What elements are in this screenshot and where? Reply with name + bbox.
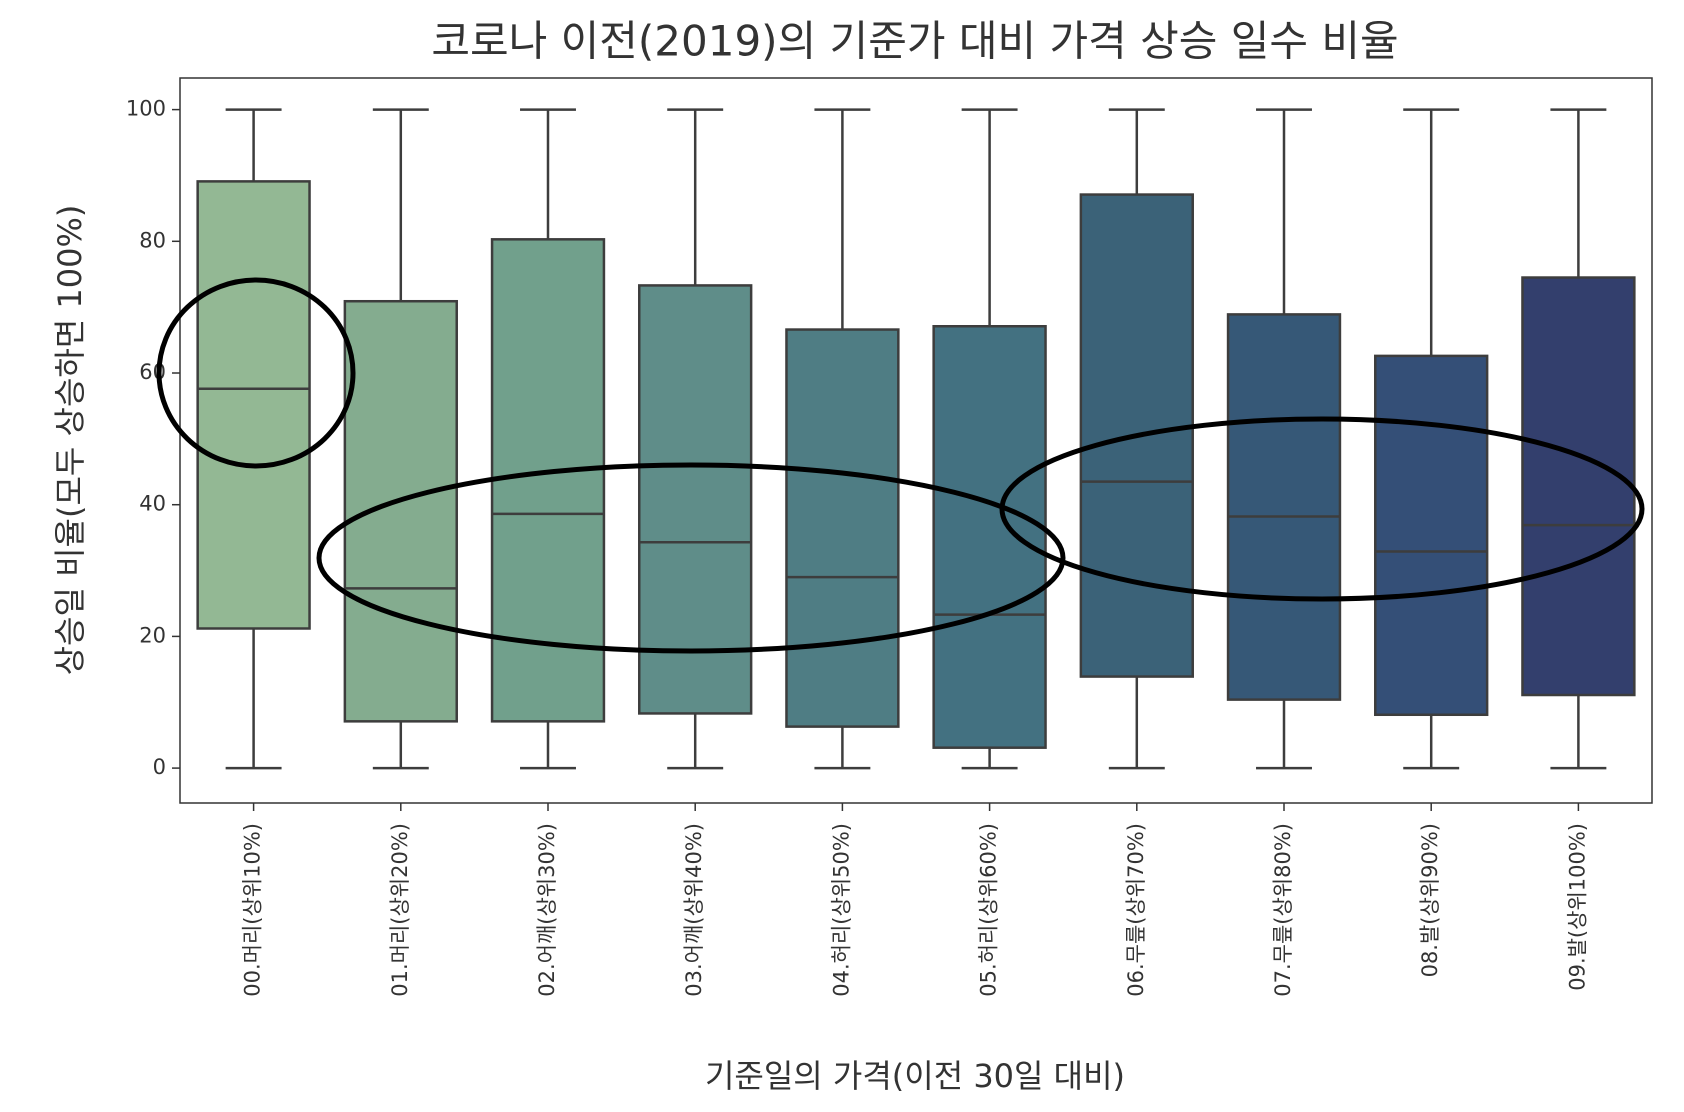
box	[932, 325, 1047, 749]
y-tick-label: 80	[139, 228, 166, 252]
x-tick-label: 04.허리(상위50%)	[829, 823, 853, 997]
y-tick-label: 0	[153, 755, 166, 779]
x-tick-label: 07.무릎(상위80%)	[1271, 823, 1295, 997]
y-tick-label: 40	[139, 492, 166, 516]
box	[638, 284, 753, 715]
x-tick-label: 05.허리(상위60%)	[977, 823, 1001, 997]
box	[1521, 276, 1636, 697]
annotation-ellipse	[999, 416, 1645, 602]
x-tick-label: 02.어깨(상위30%)	[535, 823, 559, 997]
x-tick-label: 00.머리(상위10%)	[241, 823, 265, 997]
x-tick-label: 09.발(상위100%)	[1565, 823, 1589, 991]
box	[196, 180, 311, 630]
y-axis-label: 상승일 비율(모두 상승하면 100%)	[51, 205, 89, 676]
y-tick-label: 20	[139, 623, 166, 647]
x-tick-label: 08.발(상위90%)	[1418, 823, 1442, 977]
y-tick-label: 100	[126, 97, 166, 121]
annotation-ellipse	[316, 462, 1066, 654]
box	[785, 328, 900, 728]
x-tick-label: 06.무릎(상위70%)	[1124, 823, 1148, 997]
annotation-ellipse	[156, 277, 356, 469]
box	[1374, 354, 1489, 717]
x-tick-label: 03.어깨(상위40%)	[682, 823, 706, 997]
x-axis-label: 기준일의 가격(이전 30일 대비)	[705, 1057, 1125, 1095]
box	[343, 299, 458, 723]
x-tick-label: 01.머리(상위20%)	[388, 823, 412, 997]
annotations	[156, 277, 1645, 654]
box	[1226, 313, 1342, 701]
chart-title: 코로나 이전(2019)의 기준가 대비 가격 상승 일수 비율	[431, 17, 1398, 66]
